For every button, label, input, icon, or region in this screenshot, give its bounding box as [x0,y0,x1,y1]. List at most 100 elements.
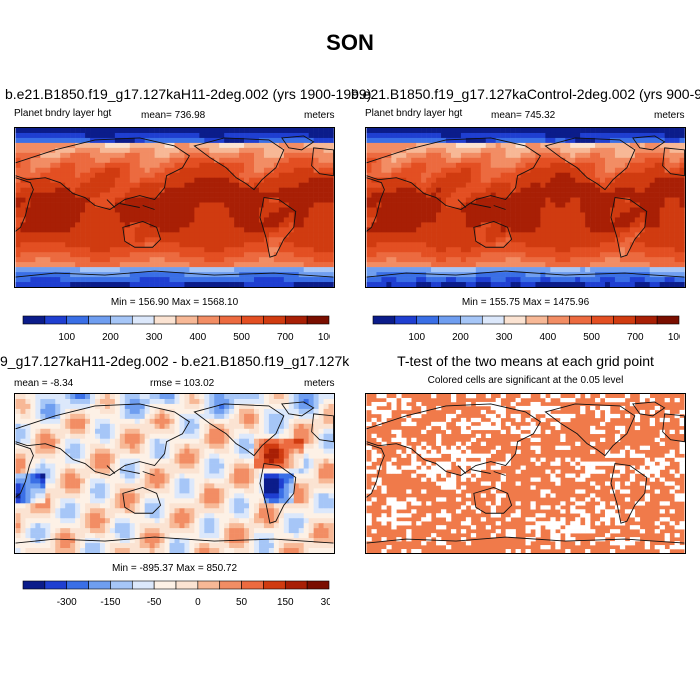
field-cell [288,152,295,159]
field-cell [446,267,452,273]
field-cell [25,277,31,283]
field-cell [570,277,576,283]
field-cell [65,212,71,218]
field-cell [189,177,195,183]
field-cell [70,192,76,198]
field-cell [75,247,81,253]
field-cell [328,443,334,449]
field-cell [244,147,250,154]
field-cell [298,237,304,243]
field-cell [550,162,556,169]
field-cell [540,242,546,248]
field-cell [436,212,442,218]
field-cell [204,217,210,223]
field-cell [174,222,180,228]
field-cell [139,277,145,283]
field-cell [570,262,576,268]
field-cell [381,197,387,203]
field-cell [263,197,270,203]
field-cell [65,257,71,263]
field-cell [134,394,141,400]
field-cell [149,267,155,273]
field-cell [303,242,309,248]
field-cell [480,257,487,263]
field-cell [679,147,685,154]
field-cell [460,128,467,134]
field-cell [495,187,501,193]
field-cell [500,147,506,154]
field-cell [249,207,255,213]
field-cell [194,413,200,420]
field-cell [174,418,180,425]
field-cell [55,237,61,243]
field-cell [565,177,571,183]
field-cell [219,257,225,263]
field-cell [95,157,101,164]
field-cell [585,252,591,258]
field-cell [164,137,170,144]
field-cell [318,187,324,193]
field-cell [570,137,576,144]
field-cell [114,443,121,449]
field-cell [119,157,126,164]
field-cell [475,262,482,268]
field-cell [500,237,506,243]
field-cell [85,398,91,405]
field-cell [450,202,457,208]
field-cell [40,157,46,164]
field-cell [480,217,487,223]
field-cell [550,262,556,268]
field-cell [273,242,280,248]
field-cell [273,237,280,243]
field-cell [485,132,492,139]
field-cell [229,137,235,144]
field-cell [25,207,31,213]
field-cell [431,237,437,243]
field-cell [65,413,71,420]
field-cell [194,398,200,405]
field-cell [565,227,571,233]
field-cell [679,277,685,283]
field-cell [45,267,51,273]
field-cell [376,267,382,273]
field-cell [500,212,506,218]
field-cell [40,403,46,410]
field-cell [490,237,496,243]
field-cell [139,453,145,459]
field-cell [95,192,101,198]
field-cell [184,257,190,263]
field-cell [475,227,482,233]
field-cell [293,394,300,400]
field-cell [75,217,81,223]
field-cell [169,398,175,405]
field-cell [540,277,546,283]
field-cell [614,247,621,253]
field-cell [35,202,41,208]
field-cell [391,217,397,223]
panel2-colorbar-swatch [591,315,614,325]
field-cell [619,222,626,228]
field-cell [575,252,581,258]
field-cell [654,217,660,223]
field-cell [298,443,304,449]
field-cell [224,247,230,253]
field-cell [249,438,255,444]
field-cell [254,197,260,203]
field-cell [45,128,51,134]
field-cell [75,137,81,144]
field-cell [268,398,275,405]
field-cell [194,182,200,188]
field-cell [85,252,91,258]
field-cell [239,217,245,223]
panel3-map-svg [15,394,334,553]
field-cell [283,443,290,449]
panel1-colorbar-tick-label: 500 [233,332,250,343]
field-cell [244,403,250,410]
field-cell [268,172,275,178]
field-cell [505,247,511,253]
field-cell [674,217,680,223]
field-cell [634,142,641,149]
field-cell [50,262,56,268]
field-cell [426,187,432,193]
field-cell [283,197,290,203]
